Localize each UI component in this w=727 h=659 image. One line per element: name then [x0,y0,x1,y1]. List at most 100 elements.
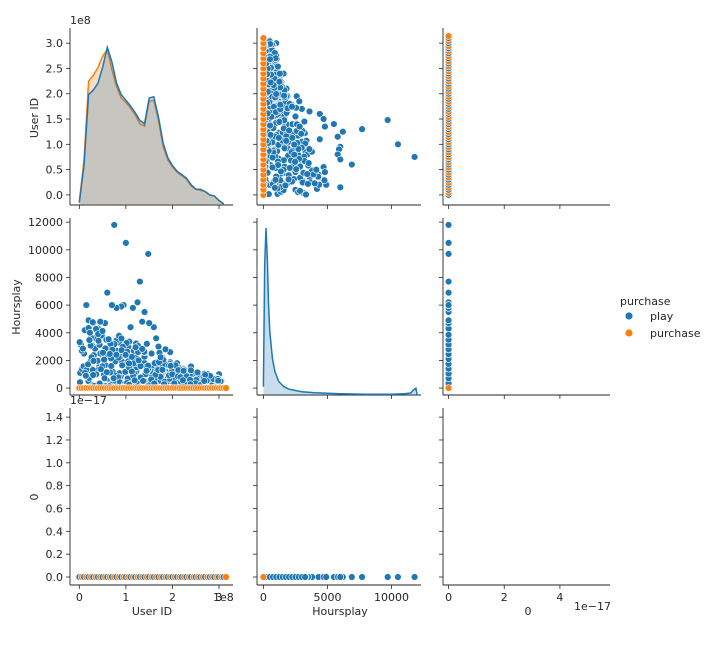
y-tick-label-r0-4: 2.0 [46,88,64,101]
point-play-r0c1-449 [303,170,311,178]
point-play-r0c1-17 [319,115,328,123]
point-play-r1c0-16 [150,323,158,331]
x-label-zero: 0 [525,605,532,618]
x-tick-label-c2-0: 0 [445,591,452,604]
offset-text-user-id-x: 1e8 [213,591,234,604]
point-play-r1c0-47 [143,340,151,348]
point-play-r0c1-339 [292,165,300,173]
point-play-r1c0-23 [129,304,137,312]
point-play-r0c1-477 [277,167,285,176]
point-play-r1c0-318 [75,338,84,346]
point-play-r0c1-469 [288,102,296,111]
x-tick-label-c2-2: 4 [556,591,563,604]
offset-text-zero-x: 1e−17 [574,600,611,613]
y-tick-label-r1-6: 12000 [28,216,63,229]
point-play-r0c1-47 [300,117,309,126]
point-play-r0c1-16 [316,110,324,118]
point-play-r0c1-406 [280,144,289,153]
y-tick-label-r1-3: 6000 [35,299,63,312]
panel-r1-c1 [253,218,421,399]
offset-text-zero-y: 1e−17 [70,394,107,407]
point-play-r0c1-453 [312,166,320,174]
point-play-r1c0-451 [134,356,143,365]
point-purchase-r2c1 [259,573,268,581]
x-tick-label-c0-1: 1 [122,591,129,604]
x-tick-label-c1-1: 5000 [313,591,341,604]
point-play-r0c1-463 [266,131,275,139]
point-purchase-r0c1-31 [259,34,268,42]
point-play-r1c0-350 [117,334,126,343]
point-play-r1c0-395 [100,374,109,382]
point-play-r0c1-234 [286,164,294,172]
point-play-r1c0-20 [138,318,146,326]
point-play-r0c1-401 [320,176,329,184]
point-play-r0c1-426 [271,184,279,192]
point-play-r0c1-48 [291,112,300,121]
kde-line-user-id-1 [78,44,225,205]
point-play-r1c0-476 [112,351,121,359]
point-play-r1c2-21 [444,277,453,286]
point-purchase-r0c2-31 [444,32,453,40]
kde-fill-user-id-1 [79,47,224,205]
point-play-r0c1-29 [410,153,419,161]
point-play-r0c1-313 [304,180,312,188]
point-play-r1c0-31 [103,288,111,297]
y-tick-label-r2-7: 1.4 [46,411,64,424]
point-play-r0c1-466 [281,181,290,190]
x-tick-label-c1-2: 10000 [374,591,409,604]
point-play-r0c1-444 [288,134,296,142]
point-play-r0c1-350 [305,145,314,153]
x-tick-label-c0-2: 2 [169,591,176,604]
y-tick-label-r0-6: 3.0 [46,37,64,50]
point-play-r1c0-472 [128,367,136,376]
point-play-r1c0-339 [99,349,107,357]
legend-title: purchase [620,295,671,308]
point-play-r1c0-33 [96,318,104,326]
point-play-r1c0-401 [89,318,97,326]
point-play-r1c0-444 [128,353,136,361]
point-play-r2c1-37 [336,573,344,581]
point-play-r1c0-22 [133,298,142,307]
point-play-r1c0-252 [79,344,87,353]
point-play-r0c1-25 [394,140,402,149]
point-play-r1c0-469 [156,353,165,361]
y-tick-label-r0-2: 1.0 [46,138,64,151]
point-play-r1c0-443 [125,359,133,368]
point-play-r1c0-445 [187,366,195,375]
y-tick-label-r0-5: 2.5 [46,62,64,75]
panel-r0-c1 [253,28,421,209]
point-play-r0c1-19 [330,120,338,128]
point-play-r1c2-31 [444,288,453,297]
x-tick-label-c0-3: 3 [216,591,223,604]
panel-r2-c1: 0 5000 10000 [253,408,421,604]
point-play-r0c1-18 [383,116,392,124]
point-play-r1c0-458 [179,367,188,375]
point-play-r1c0-448 [193,368,202,377]
y-tick-label-r1-1: 2000 [35,354,63,367]
y-tick-label-r2-6: 1.2 [46,434,64,447]
point-play-r0c1-474 [284,175,293,184]
point-play-r0c1-31 [348,160,356,169]
point-play-r1c0-427 [131,343,140,351]
point-play-r0c1-20 [321,122,329,131]
point-play-r2c1-29 [410,573,419,581]
point-play-r1c0-24 [126,323,135,331]
point-play-r0c1-356 [268,153,277,162]
point-play-r1c0-474 [89,357,98,365]
point-play-r1c0-30 [108,301,116,309]
point-play-r1c2-18 [444,250,453,258]
point-purchase-r1c0-b31 [222,384,230,392]
point-play-r1c0-37 [82,301,91,309]
point-play-r1c0-420 [139,377,147,385]
point-play-r0c1-464 [266,78,275,87]
y-tick-label-r0-3: 1.5 [46,113,64,126]
y-tick-label-r2-1: 0.2 [46,548,64,561]
point-play-r0c1-458 [275,78,284,86]
y-tick-label-r1-4: 8000 [35,271,63,284]
point-play-r1c0-463 [130,376,139,385]
point-play-r0c1-446 [272,90,280,98]
y-tick-label-r2-0: 0.0 [46,571,64,584]
panel-r2-c0: 0.0 0.2 0.4 0.6 0.8 1.0 1.2 1.4 0 1 2 3 [46,408,233,604]
panel-r0-c0: 0.0 0.5 1.0 1.5 2.0 2.5 3.0 [46,28,233,209]
